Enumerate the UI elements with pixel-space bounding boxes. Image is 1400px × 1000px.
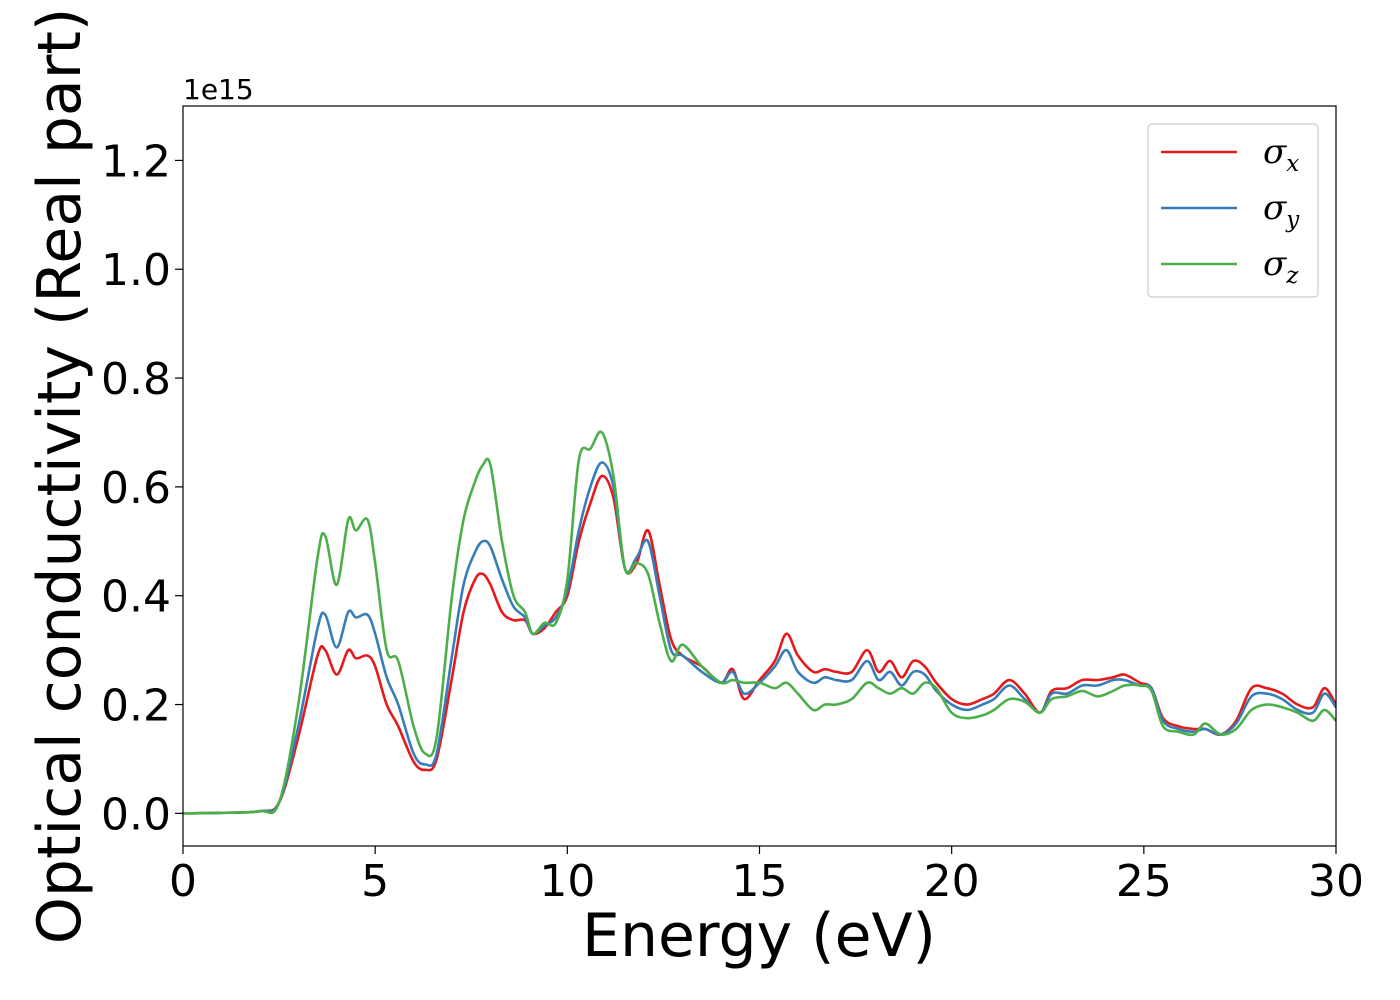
y-tick-label: 0.8 [101, 354, 171, 405]
x-axis-ticks: 0 5 10 15 20 25 30 [169, 846, 1364, 907]
x-tick-label: 20 [924, 856, 980, 907]
y-tick-label: 1.2 [101, 136, 171, 187]
legend-label-y: σy [1263, 188, 1300, 233]
x-tick-label: 25 [1116, 856, 1172, 907]
legend-box [1147, 123, 1319, 298]
series-layer [183, 430, 1336, 815]
plot-area-frame [182, 105, 1337, 847]
series-line-x [183, 474, 1336, 815]
y-tick-label: 1.0 [101, 245, 171, 296]
y-tick-label: 0.2 [101, 681, 171, 732]
legend: σx σy σz [1147, 123, 1319, 298]
legend-items: σx σy σz [1161, 132, 1300, 289]
y-axis-label: Optical conductivity (Real part) [25, 8, 95, 945]
y-offset-label: 1e15 [183, 73, 254, 106]
legend-label-x: σx [1263, 132, 1299, 177]
y-tick-label: 0.6 [101, 463, 171, 514]
series-line-z [183, 430, 1336, 815]
x-tick-label: 0 [169, 856, 197, 907]
x-axis-label: Energy (eV) [582, 901, 936, 971]
y-tick-label: 0.0 [101, 789, 171, 840]
x-tick-label: 30 [1308, 856, 1364, 907]
x-tick-label: 10 [539, 856, 595, 907]
legend-label-z: σz [1263, 244, 1299, 289]
y-axis-ticks: 0.0 0.2 0.4 0.6 0.8 1.0 1.2 [101, 136, 183, 840]
y-tick-label: 0.4 [101, 572, 171, 623]
x-tick-label: 15 [732, 856, 788, 907]
x-tick-label: 5 [361, 856, 389, 907]
